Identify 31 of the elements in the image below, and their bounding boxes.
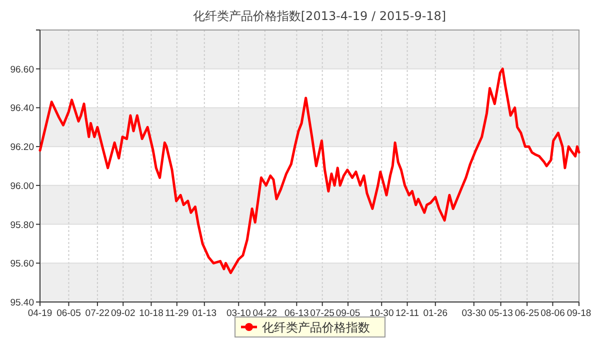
- chart-title: 化纤类产品价格指数[2013-4-19 / 2015-9-18]: [192, 9, 446, 23]
- x-tick-label: 11-29: [165, 308, 189, 319]
- y-tick-label: 96.00: [10, 180, 34, 192]
- x-tick-label: 12-11: [395, 308, 420, 319]
- x-tick-label: 06-25: [514, 308, 540, 319]
- x-tick-label: 06-05: [56, 308, 81, 319]
- y-tick-label: 96.20: [10, 142, 34, 154]
- x-tick-label: 08-06: [540, 308, 565, 319]
- y-tick-label: 96.40: [10, 103, 34, 114]
- legend-label: 化纤类产品价格指数: [262, 320, 370, 334]
- x-tick-label: 01-26: [423, 308, 448, 319]
- y-tick-label: 96.60: [10, 64, 34, 76]
- line-series: [38, 68, 580, 274]
- x-tick-label: 01-13: [192, 308, 217, 319]
- x-tick-label: 09-02: [110, 308, 136, 319]
- y-tick-label: 95.40: [10, 298, 34, 308]
- x-tick-label: 03-10: [226, 308, 251, 319]
- x-tick-label: 09-05: [336, 308, 360, 319]
- legend: 化纤类产品价格指数: [234, 316, 386, 338]
- y-tick-label: 95.80: [10, 220, 34, 231]
- x-tick-label: 10-18: [139, 308, 164, 319]
- x-tick-label: 05-13: [488, 308, 513, 319]
- y-tick-label: 95.60: [10, 258, 34, 270]
- x-tick-label: 06-13: [284, 308, 309, 319]
- x-tick-label: 07-25: [310, 308, 334, 319]
- x-tick-label: 09-18: [566, 308, 592, 319]
- x-tick-label: 04-19: [28, 308, 52, 319]
- x-tick-label: 07-22: [85, 308, 110, 319]
- x-tick-label: 04-22: [252, 308, 278, 319]
- x-tick-label: 03-30: [462, 308, 486, 319]
- x-tick-label: 10-30: [369, 308, 394, 319]
